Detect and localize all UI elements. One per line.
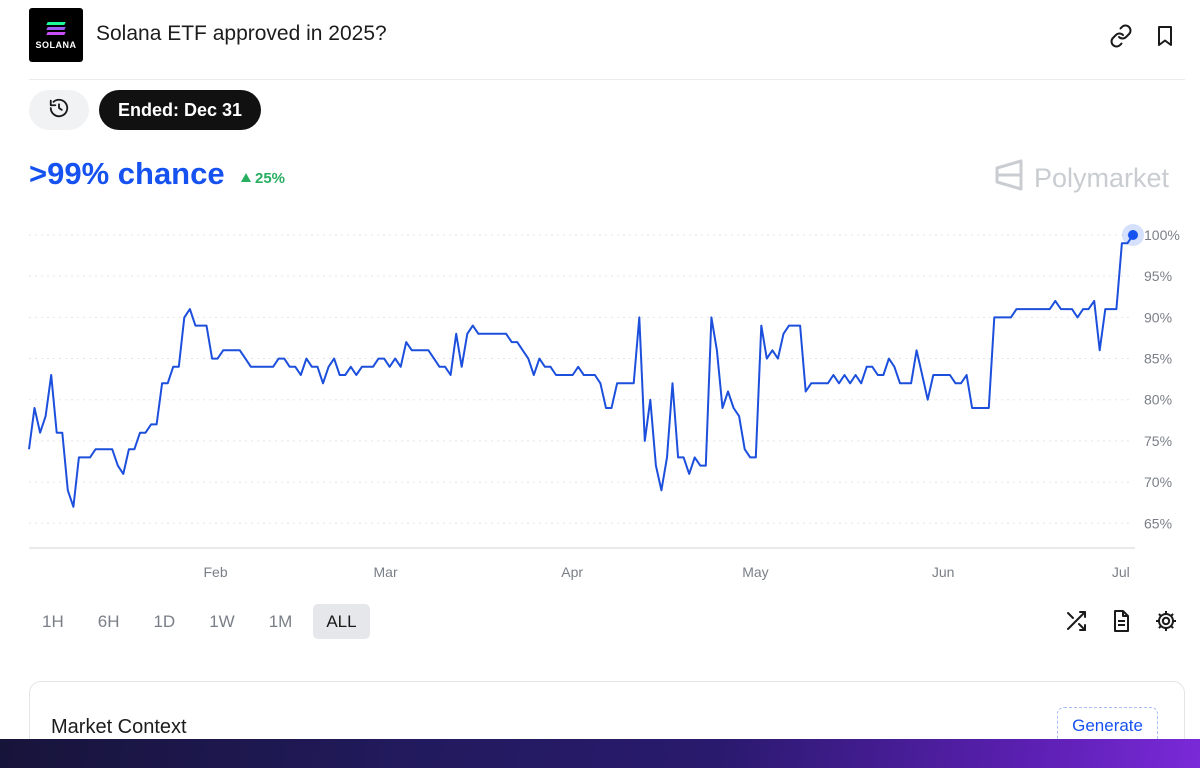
y-tick-label: 65% bbox=[1144, 515, 1172, 531]
document-icon[interactable] bbox=[1109, 609, 1133, 633]
polymarket-logo-icon bbox=[994, 158, 1024, 199]
current-point bbox=[1128, 230, 1138, 240]
x-tick-label: Apr bbox=[561, 564, 583, 580]
x-tick-label: Mar bbox=[374, 564, 398, 580]
market-context-title: Market Context bbox=[51, 716, 187, 738]
x-tick-label: Feb bbox=[204, 564, 228, 580]
link-icon[interactable] bbox=[1109, 24, 1133, 48]
shuffle-icon[interactable] bbox=[1064, 609, 1088, 633]
polymarket-brand: Polymarket bbox=[994, 158, 1169, 199]
market-logo: SOLANA bbox=[29, 8, 83, 62]
range-button-1h[interactable]: 1H bbox=[42, 611, 64, 631]
price-line bbox=[28, 234, 1134, 508]
bottom-banner bbox=[0, 739, 1200, 768]
range-button-all[interactable]: ALL bbox=[313, 604, 370, 639]
logo-text: SOLANA bbox=[35, 40, 77, 50]
price-chart: 100% 95% 90% 85% 80% 75% 70% 65% Feb Mar Apr May Jun… bbox=[28, 224, 1180, 580]
bookmark-icon[interactable] bbox=[1153, 24, 1177, 48]
ended-badge: Ended: Dec 31 bbox=[99, 90, 262, 130]
brand-name: Polymarket bbox=[1034, 163, 1170, 193]
settings-icon[interactable] bbox=[1154, 609, 1178, 633]
range-button-6h[interactable]: 6H bbox=[97, 611, 120, 631]
x-tick-label: May bbox=[742, 564, 768, 580]
history-button[interactable] bbox=[29, 90, 89, 130]
range-button-1d[interactable]: 1D bbox=[153, 611, 176, 631]
y-tick-label: 100% bbox=[1144, 227, 1180, 243]
time-range-selector: 1H 6H 1D 1W 1M ALL bbox=[29, 604, 378, 639]
market-header: SOLANA Solana ETF approved in 2025? bbox=[29, 8, 1185, 80]
x-tick-label: Jul bbox=[1112, 564, 1130, 580]
x-tick-label: Jun bbox=[932, 564, 955, 580]
y-tick-label: 95% bbox=[1144, 268, 1172, 284]
y-tick-label: 75% bbox=[1144, 433, 1172, 449]
delta-text: 25% bbox=[255, 170, 286, 187]
y-tick-label: 85% bbox=[1144, 351, 1172, 367]
chance-value: >99% chance bbox=[29, 156, 225, 191]
y-tick-label: 70% bbox=[1144, 474, 1172, 490]
history-icon bbox=[48, 97, 70, 124]
triangle-up-icon bbox=[240, 170, 252, 187]
market-title: Solana ETF approved in 2025? bbox=[96, 22, 387, 45]
y-tick-label: 90% bbox=[1144, 309, 1172, 325]
range-button-1w[interactable]: 1W bbox=[209, 611, 235, 631]
range-button-1m[interactable]: 1M bbox=[268, 611, 293, 631]
solana-logo-icon bbox=[46, 22, 66, 36]
y-tick-label: 80% bbox=[1144, 392, 1172, 408]
chance-delta: 25% bbox=[240, 170, 285, 187]
